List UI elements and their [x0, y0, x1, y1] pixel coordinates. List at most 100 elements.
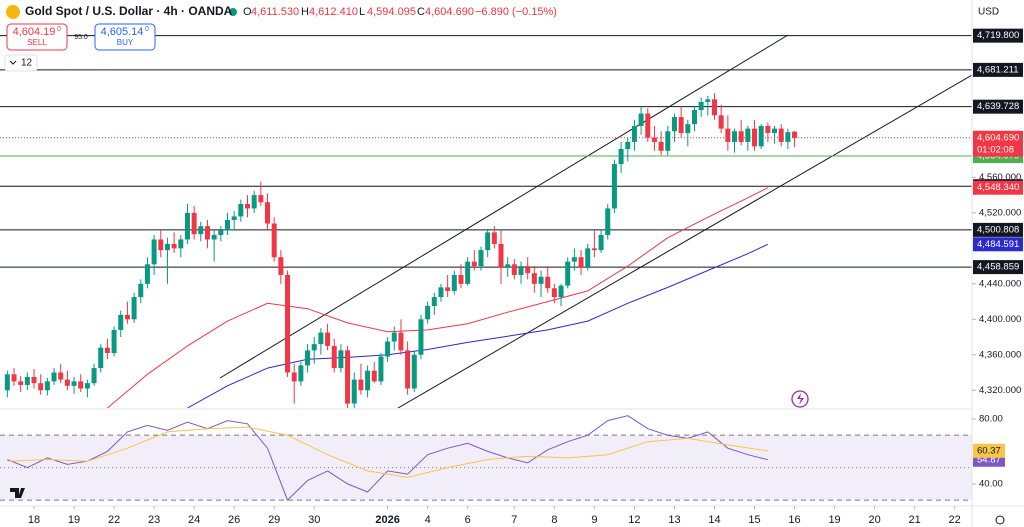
ohlc-value: 4,612.410	[309, 6, 358, 18]
candle-body	[44, 381, 50, 391]
x-tick-label: 30	[308, 514, 320, 526]
candle-body	[685, 124, 691, 134]
buy-button[interactable]	[94, 23, 156, 51]
candle-body	[78, 381, 84, 389]
candle-body	[224, 219, 230, 231]
price-label: 4,604.690	[977, 132, 1019, 143]
candle-body	[18, 381, 24, 385]
candle-body	[371, 370, 377, 382]
candle-body	[625, 141, 631, 150]
candle-body	[772, 128, 778, 134]
candle-body	[578, 257, 584, 268]
x-tick-label: 6	[465, 514, 471, 526]
ohlc-value: 4,594.095	[367, 6, 416, 18]
candle-body	[498, 243, 504, 268]
candle-body	[605, 208, 611, 236]
candle-body	[651, 137, 657, 142]
countdown: 01:02:08	[977, 144, 1014, 155]
candle-body	[485, 232, 491, 251]
candle-body	[111, 329, 117, 354]
x-tick-label: 20	[868, 514, 880, 526]
candle-body	[251, 195, 257, 209]
candle-body	[585, 248, 591, 268]
candle-body	[431, 297, 437, 306]
candle-body	[365, 370, 371, 391]
candle-body	[698, 102, 704, 110]
candle-body	[785, 132, 791, 142]
candle-body	[618, 149, 624, 165]
candle-body	[738, 131, 744, 142]
candle-body	[291, 372, 297, 382]
candle-body	[64, 379, 70, 386]
settings-icon[interactable]	[995, 515, 1005, 525]
candle-body	[631, 125, 637, 142]
candle-body	[765, 125, 771, 134]
candle-body	[691, 109, 697, 125]
rsi-pane	[0, 415, 972, 501]
candle-body	[732, 131, 738, 142]
candle-body	[418, 319, 424, 355]
candle-body	[425, 306, 431, 320]
indicator-toggle[interactable]	[4, 54, 38, 72]
candle-body	[678, 117, 684, 134]
ohlc-key: L	[359, 6, 365, 18]
channel-upper	[219, 34, 789, 379]
rsi-line	[7, 415, 769, 501]
x-tick-label: 9	[591, 514, 597, 526]
candle-body	[458, 274, 464, 284]
candle-body	[778, 128, 784, 142]
candle-body	[752, 128, 758, 147]
moving-average	[107, 187, 769, 408]
rsi-line	[7, 426, 768, 478]
candle-body	[104, 347, 110, 354]
buy-price-sup: 0	[145, 26, 149, 33]
candle-body	[331, 345, 337, 369]
y-tick-label: 4,320.000	[979, 385, 1021, 396]
x-tick-label: 24	[188, 514, 200, 526]
candle-body	[24, 376, 30, 385]
candle-body	[718, 115, 724, 129]
candle-body	[338, 350, 344, 369]
candle-body	[491, 232, 497, 244]
sell-label: SELL	[27, 38, 47, 47]
rsi-tick-label: 40.00	[979, 478, 1003, 489]
symbol-icon	[6, 5, 20, 19]
buy-label: BUY	[117, 38, 134, 47]
title: Gold Spot / U.S. Dollar · 4h · OANDA	[25, 4, 233, 18]
candle-body	[91, 368, 97, 384]
ohlc-key: O	[243, 6, 252, 18]
candle-body	[278, 257, 284, 275]
x-tick-label: 13	[668, 514, 680, 526]
candle-body	[198, 226, 204, 235]
y-tick-label: 4,520.000	[979, 207, 1021, 218]
alert-bolt	[797, 393, 804, 405]
x-tick-label: 23	[148, 514, 160, 526]
candle-body	[478, 250, 484, 267]
candle-body	[438, 287, 444, 298]
candle-body	[398, 332, 404, 351]
y-tick-label: 4,560.000	[979, 172, 1021, 183]
logo	[10, 488, 25, 498]
candle-body	[184, 212, 190, 240]
candle-body	[124, 314, 130, 320]
candle-body	[405, 350, 411, 389]
rsi-end-label: 54.87	[977, 454, 1001, 465]
ohlc-key: H	[301, 6, 309, 18]
candle-body	[745, 128, 751, 142]
candle-body	[598, 235, 604, 251]
level-label: 4,500.808	[977, 224, 1019, 235]
x-tick-label: 18	[28, 514, 40, 526]
sell-price-sup: 0	[57, 26, 61, 33]
candle-body	[51, 372, 57, 382]
sell-button[interactable]	[6, 23, 68, 51]
candle-body	[711, 99, 717, 116]
ohlc-value: 4,604.690	[425, 6, 474, 18]
ma-end-label: 4,548.340	[977, 182, 1019, 193]
header: Gold Spot / U.S. Dollar · 4h · OANDA O 4,6…	[4, 4, 557, 72]
candle-body	[518, 266, 524, 275]
candle-body	[591, 248, 597, 251]
level-box	[973, 260, 1023, 275]
level-box	[973, 222, 1023, 237]
candle-body	[151, 239, 157, 265]
